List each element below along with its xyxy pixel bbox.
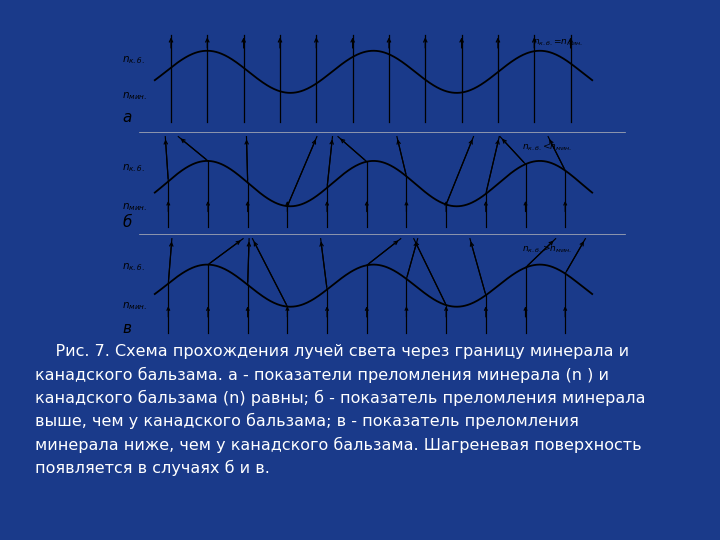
Text: $n_{к.б.}$: $n_{к.б.}$ bbox=[122, 54, 145, 66]
Text: а: а bbox=[122, 110, 132, 125]
Text: $n_{мин.}$: $n_{мин.}$ bbox=[122, 90, 148, 102]
Text: $n_{к.б.}$: $n_{к.б.}$ bbox=[122, 261, 145, 273]
Text: $n_{к.б.}$=$n_{мин.}$: $n_{к.б.}$=$n_{мин.}$ bbox=[533, 37, 582, 48]
Text: в: в bbox=[122, 321, 131, 336]
Text: $n_{к.б.}$>$n_{мин.}$: $n_{к.б.}$>$n_{мин.}$ bbox=[522, 244, 572, 255]
Text: б: б bbox=[122, 215, 132, 231]
Text: $n_{мин.}$: $n_{мин.}$ bbox=[122, 201, 148, 213]
Text: $n_{к.б.}$<$n_{мин.}$: $n_{к.б.}$<$n_{мин.}$ bbox=[522, 141, 572, 153]
Text: Рис. 7. Схема прохождения лучей света через границу минерала и
канадского бальза: Рис. 7. Схема прохождения лучей света че… bbox=[35, 344, 646, 476]
Text: $n_{мин.}$: $n_{мин.}$ bbox=[122, 300, 148, 312]
Text: $n_{к.б.}$: $n_{к.б.}$ bbox=[122, 163, 145, 174]
